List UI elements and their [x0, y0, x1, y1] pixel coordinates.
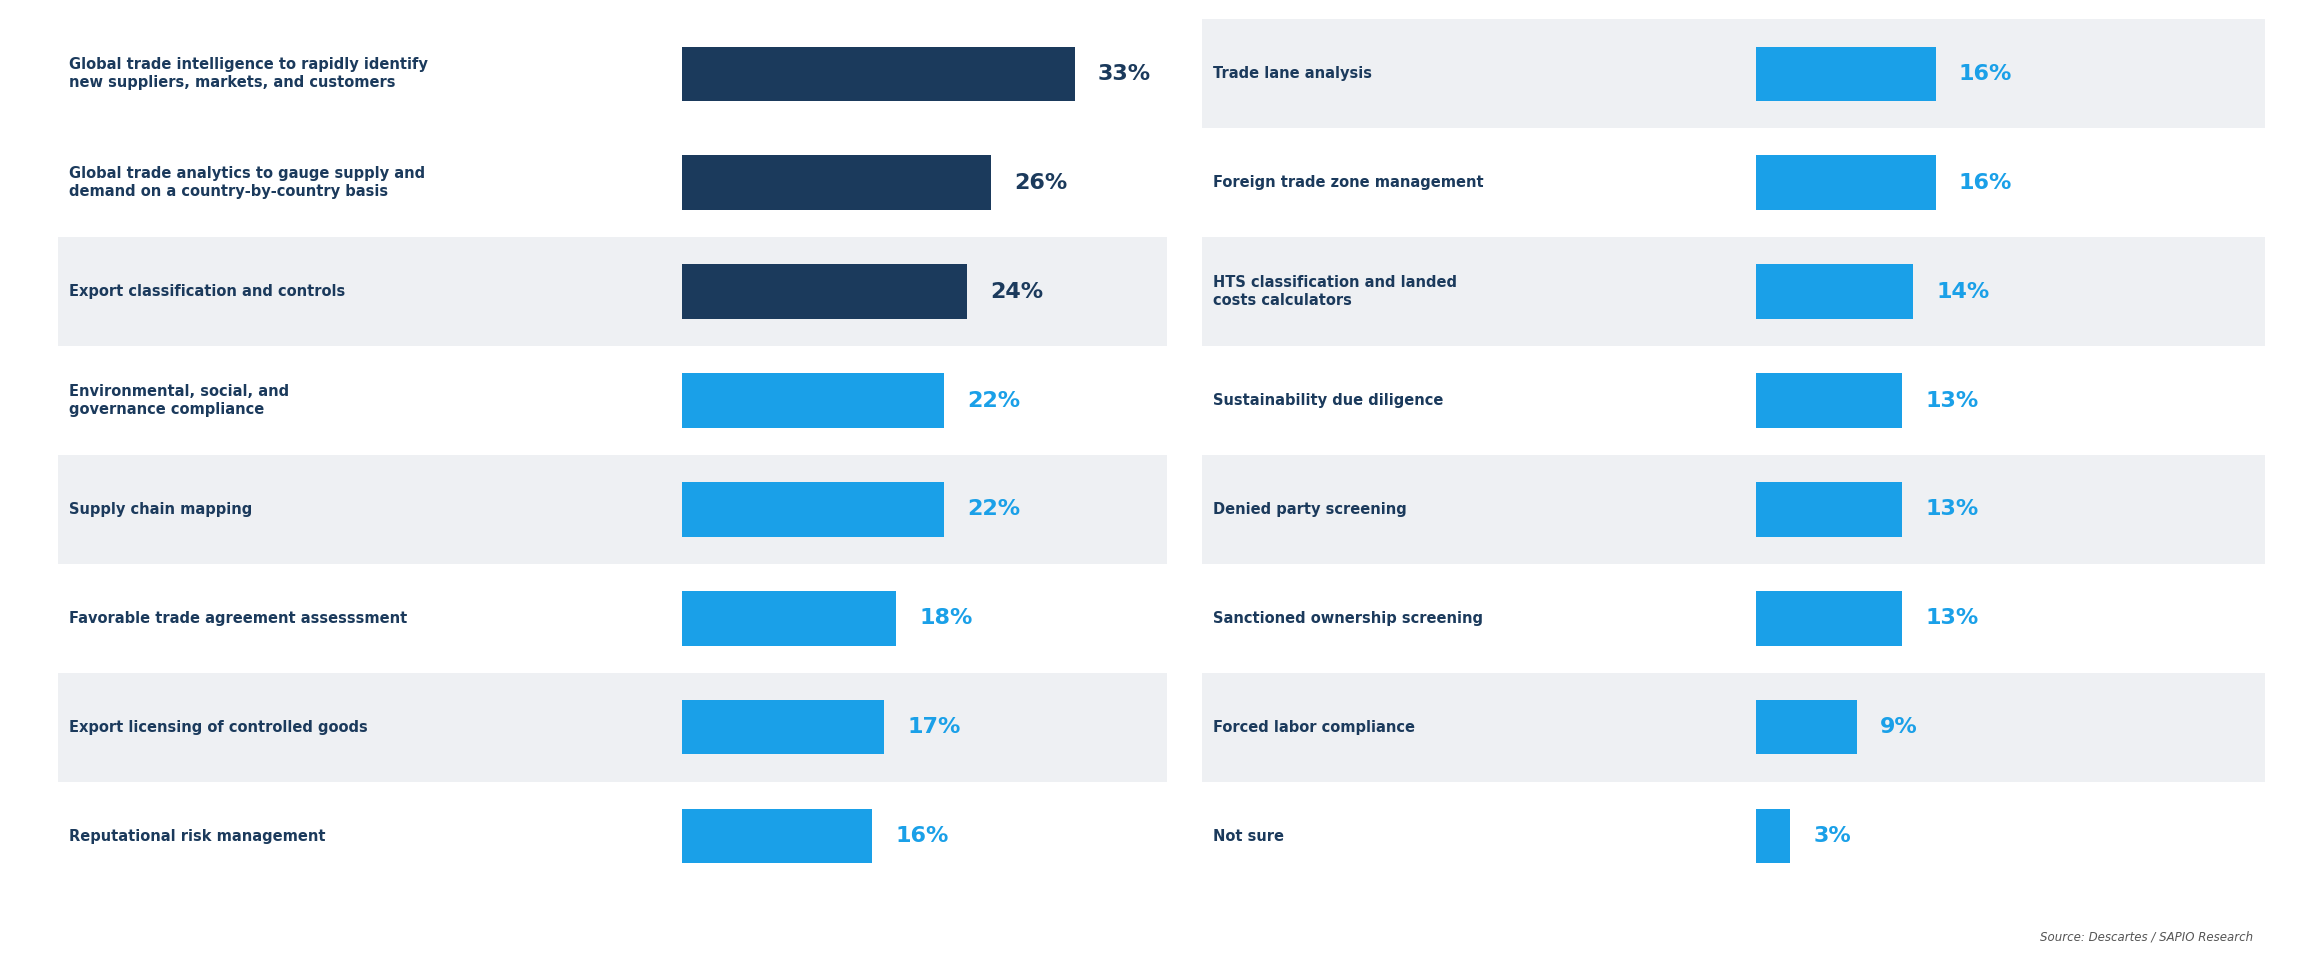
Bar: [1756, 809, 1791, 863]
Text: Global trade intelligence to rapidly identify
new suppliers, markets, and custom: Global trade intelligence to rapidly ide…: [69, 57, 428, 90]
Text: Supply chain mapping: Supply chain mapping: [69, 502, 252, 517]
Text: Denied party screening: Denied party screening: [1213, 502, 1407, 517]
Bar: [1202, 19, 2265, 129]
Text: 26%: 26%: [1015, 172, 1068, 193]
Bar: [58, 782, 1167, 891]
Bar: [682, 374, 943, 428]
Bar: [1756, 156, 1937, 210]
Bar: [58, 19, 1167, 129]
Bar: [682, 700, 885, 754]
Bar: [58, 455, 1167, 563]
Bar: [1756, 700, 1858, 754]
Bar: [1202, 782, 2265, 891]
Text: Sustainability due diligence: Sustainability due diligence: [1213, 393, 1444, 408]
Text: HTS classification and landed
costs calculators: HTS classification and landed costs calc…: [1213, 275, 1458, 308]
Bar: [58, 563, 1167, 673]
Text: 13%: 13%: [1925, 608, 1978, 628]
Bar: [1202, 563, 2265, 673]
Bar: [682, 482, 943, 536]
Bar: [1756, 374, 1902, 428]
Text: Export licensing of controlled goods: Export licensing of controlled goods: [69, 720, 367, 735]
Bar: [1202, 128, 2265, 237]
Text: 14%: 14%: [1937, 282, 1990, 302]
Bar: [58, 673, 1167, 782]
Bar: [1202, 346, 2265, 455]
Bar: [682, 809, 871, 863]
Text: 18%: 18%: [920, 608, 973, 628]
Bar: [1756, 264, 1914, 318]
Bar: [58, 128, 1167, 237]
Text: 22%: 22%: [966, 499, 1019, 520]
Text: 13%: 13%: [1925, 390, 1978, 410]
Text: 16%: 16%: [1960, 172, 2013, 193]
Bar: [58, 237, 1167, 347]
Text: 16%: 16%: [894, 826, 950, 846]
Bar: [682, 264, 968, 318]
Text: Trade lane analysis: Trade lane analysis: [1213, 67, 1373, 81]
Text: Foreign trade zone management: Foreign trade zone management: [1213, 175, 1484, 190]
Text: Environmental, social, and
governance compliance: Environmental, social, and governance co…: [69, 384, 289, 417]
Text: 22%: 22%: [966, 390, 1019, 410]
Bar: [1202, 673, 2265, 782]
Text: 24%: 24%: [991, 282, 1045, 302]
Text: 9%: 9%: [1881, 717, 1918, 738]
Text: 33%: 33%: [1098, 64, 1151, 84]
Bar: [1202, 455, 2265, 563]
Text: Forced labor compliance: Forced labor compliance: [1213, 720, 1414, 735]
Bar: [1202, 237, 2265, 347]
Text: Sanctioned ownership screening: Sanctioned ownership screening: [1213, 611, 1484, 625]
Bar: [1756, 482, 1902, 536]
Text: 13%: 13%: [1925, 499, 1978, 520]
Text: 16%: 16%: [1960, 64, 2013, 84]
Text: Global trade analytics to gauge supply and
demand on a country-by-country basis: Global trade analytics to gauge supply a…: [69, 166, 425, 199]
Text: Reputational risk management: Reputational risk management: [69, 829, 326, 843]
Bar: [58, 346, 1167, 455]
Bar: [682, 156, 991, 210]
Text: 17%: 17%: [908, 717, 961, 738]
Text: Export classification and controls: Export classification and controls: [69, 285, 347, 299]
Text: Favorable trade agreement assesssment: Favorable trade agreement assesssment: [69, 611, 407, 625]
Bar: [1756, 46, 1937, 101]
Text: Not sure: Not sure: [1213, 829, 1285, 843]
Text: 3%: 3%: [1814, 826, 1851, 846]
Bar: [1756, 591, 1902, 646]
Bar: [682, 591, 897, 646]
Text: Source: Descartes / SAPIO Research: Source: Descartes / SAPIO Research: [2041, 931, 2253, 944]
Bar: [682, 46, 1075, 101]
